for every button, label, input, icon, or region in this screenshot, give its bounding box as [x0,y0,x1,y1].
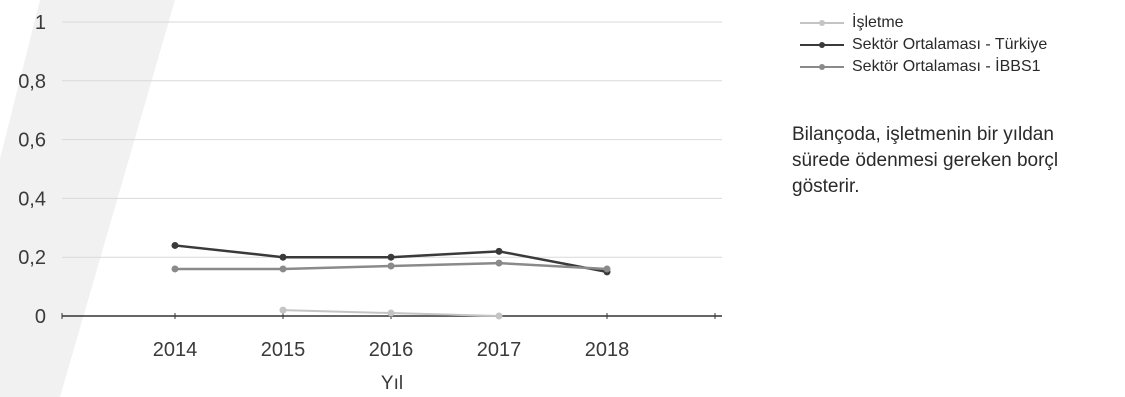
legend-item-turkiye: Sektör Ortalaması - Türkiye [800,34,1047,56]
y-tick-label: 1 [35,12,46,34]
legend-label: İşletme [852,14,904,31]
legend-label: Sektör Ortalaması - Türkiye [852,36,1048,53]
y-tick-label: 0,8 [18,71,46,93]
line-chart: 0 0,2 0,4 0,6 0,8 1 2014 2015 2016 2017 2018 Yıl [18,12,722,394]
series-3-point [495,259,503,267]
description-text: Bilançoda, işletmenin bir yıldan sürede … [792,122,1125,200]
x-tick-label: 2016 [369,339,414,361]
legend-marker [819,64,825,70]
legend-item-isletme: İşletme [800,12,1047,34]
series-1-point [279,306,287,314]
series-1-point [495,312,503,320]
y-tick-label: 0,2 [18,247,46,269]
y-tick-label: 0 [35,306,46,328]
legend-swatch-turkiye [800,42,844,48]
legend-label: Sektör Ortalaması - İBBS1 [852,58,1041,75]
legend-item-ibbs1: Sektör Ortalaması - İBBS1 [800,56,1047,78]
x-tick-label: 2017 [477,339,522,361]
series-2-point [387,253,395,261]
series-1-point [387,309,395,317]
series-2-point [279,253,287,261]
series-3-point [171,265,179,273]
description-line: sürede ödenmesi gereken borçl [792,150,1059,171]
series-3-point [387,262,395,270]
legend-marker [819,20,825,26]
x-axis-label: Yıl [381,373,403,394]
legend-marker [819,42,825,48]
description-line: gösterir. [792,176,860,197]
series-2-point [171,241,179,249]
series-2-point [495,247,503,255]
y-tick-label: 0,4 [18,188,46,210]
legend-swatch-ibbs1 [800,64,844,70]
x-tick-label: 2018 [585,339,630,361]
series-3-point [603,265,611,273]
y-tick-label: 0,6 [18,130,46,152]
legend-swatch-isletme [800,20,844,26]
description-line: Bilançoda, işletmenin bir yıldan [792,124,1054,145]
x-tick-label: 2014 [153,339,198,361]
x-tick-label: 2015 [261,339,306,361]
series-3-point [279,265,287,273]
chart-legend: İşletme Sektör Ortalaması - Türkiye Sekt… [800,12,1047,78]
